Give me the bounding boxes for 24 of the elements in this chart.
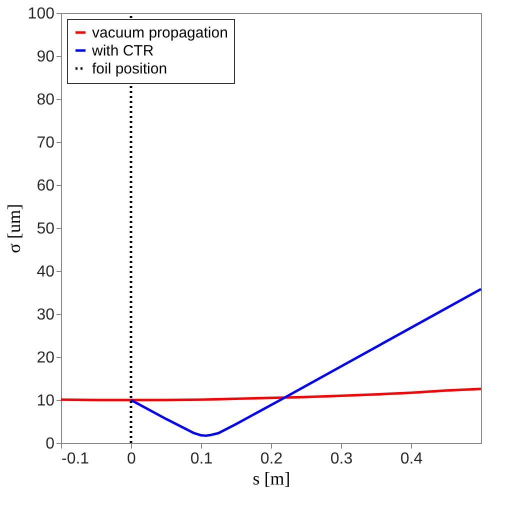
y-tick-label: 10 (36, 392, 55, 410)
legend-label: vacuum propagation (92, 24, 228, 42)
y-tick-label: 100 (28, 6, 55, 22)
x-tick-label: 0.1 (190, 450, 213, 468)
ref-line-label: foil position (92, 60, 168, 78)
y-tick-label: 90 (36, 48, 55, 66)
x-axis-title: s [m] (252, 468, 290, 488)
x-tick-label: -0.1 (62, 450, 90, 468)
y-tick-label: 50 (36, 220, 55, 238)
x-tick-label: 0 (127, 450, 136, 468)
x-tick-label: 0.4 (400, 450, 423, 468)
y-tick-label: 40 (36, 264, 55, 280)
y-tick-label: 70 (36, 134, 55, 152)
y-axis-title: σ [um] (4, 204, 24, 254)
x-tick-label: 0.2 (260, 450, 283, 468)
y-tick-label: 80 (36, 92, 55, 108)
y-tick-label: 20 (36, 350, 55, 366)
y-tick-label: 30 (36, 306, 55, 324)
line-series (60, 388, 482, 402)
legend-label: with CTR (91, 42, 154, 60)
y-tick-label: 0 (46, 436, 55, 452)
line-series (130, 288, 482, 437)
y-tick-label: 60 (36, 178, 55, 194)
x-tick-label: 0.3 (330, 450, 353, 468)
